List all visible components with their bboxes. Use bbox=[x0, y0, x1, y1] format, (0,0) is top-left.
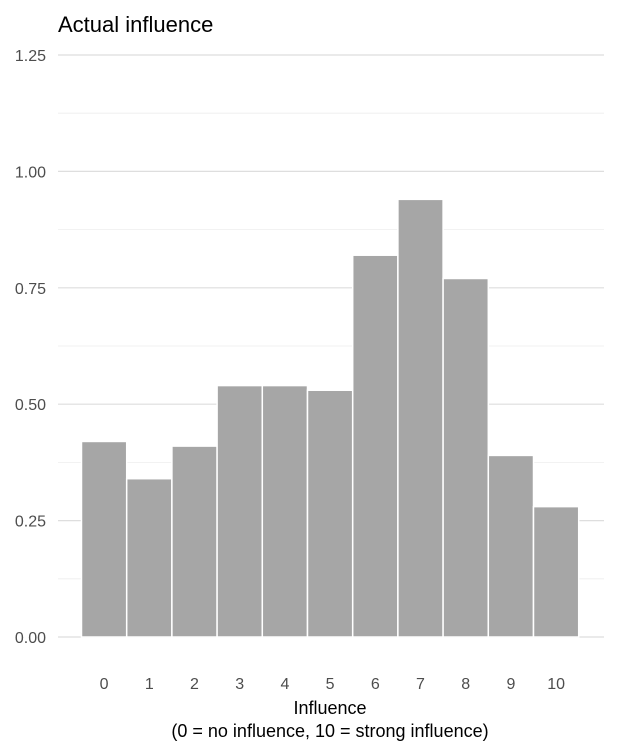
y-tick-label: 0.00 bbox=[15, 630, 46, 647]
bar-7 bbox=[397, 198, 444, 638]
x-tick-label: 1 bbox=[145, 676, 154, 693]
bar-3 bbox=[216, 384, 264, 638]
x-tick-label: 2 bbox=[190, 676, 199, 693]
x-tick-label: 9 bbox=[506, 676, 515, 693]
x-tick-labels: 0 1 2 3 4 5 6 7 8 9 10 bbox=[100, 676, 565, 693]
x-axis-title: Influence bbox=[293, 698, 366, 718]
bar-5 bbox=[306, 389, 354, 638]
bar-4 bbox=[261, 384, 309, 638]
bar-0 bbox=[80, 440, 128, 638]
bars bbox=[80, 198, 580, 638]
bar-10 bbox=[532, 505, 580, 638]
x-tick-label: 5 bbox=[326, 676, 335, 693]
x-tick-label: 0 bbox=[100, 676, 109, 693]
y-tick-label: 1.00 bbox=[15, 164, 46, 181]
y-tick-label: 1.25 bbox=[15, 48, 46, 65]
x-axis-subtitle: (0 = no influence, 10 = strong influence… bbox=[171, 721, 488, 741]
x-tick-label: 7 bbox=[416, 676, 425, 693]
chart-title: Actual influence bbox=[58, 12, 213, 37]
x-tick-label: 10 bbox=[547, 676, 565, 693]
y-tick-labels: 0.00 0.25 0.50 0.75 1.00 1.25 bbox=[15, 48, 46, 647]
bar-8 bbox=[442, 277, 490, 638]
bar-2 bbox=[171, 445, 218, 638]
y-tick-label: 0.75 bbox=[15, 281, 46, 298]
x-tick-label: 3 bbox=[235, 676, 244, 693]
y-tick-label: 0.25 bbox=[15, 514, 46, 531]
bar-1 bbox=[125, 477, 173, 638]
bar-6 bbox=[351, 254, 399, 638]
y-tick-label: 0.50 bbox=[15, 397, 46, 414]
x-tick-label: 6 bbox=[371, 676, 380, 693]
x-tick-label: 8 bbox=[461, 676, 470, 693]
x-tick-label: 4 bbox=[280, 676, 289, 693]
bar-9 bbox=[487, 454, 535, 638]
